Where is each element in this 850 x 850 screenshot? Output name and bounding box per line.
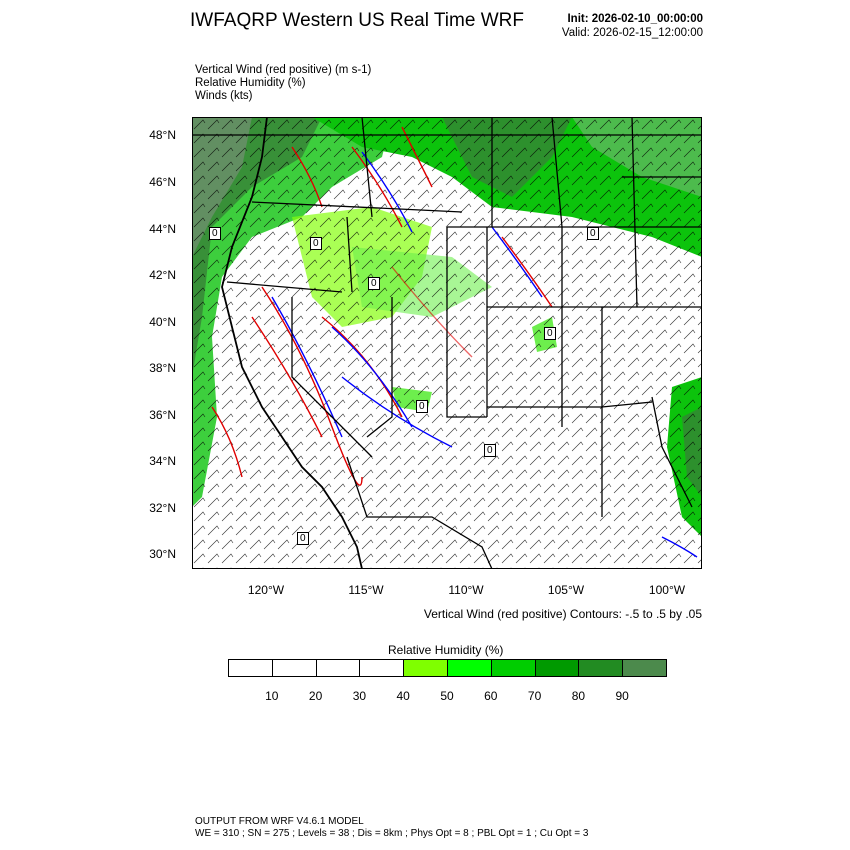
field-label-vertical-wind: Vertical Wind (red positive) (m s-1): [195, 64, 372, 76]
valid-time: Valid: 2026-02-15_12:00:00: [561, 27, 703, 39]
colorbar-label: 10: [265, 689, 279, 703]
colorbar-bin: [534, 659, 580, 677]
plot-title: IWFAQRP Western US Real Time WRF: [190, 10, 524, 31]
contour-label: 0: [209, 227, 221, 240]
lat-label: 34°N: [149, 454, 176, 468]
colorbar-label: 30: [352, 689, 367, 703]
colorbar-label: 90: [615, 689, 629, 703]
map-panel: 0 0 0 0 0 0 0 0: [192, 117, 702, 569]
contour-label: 0: [484, 444, 496, 457]
colorbar-bin: [271, 659, 317, 677]
colorbar-bin: [578, 659, 624, 677]
model-info: OUTPUT FROM WRF V4.6.1 MODEL: [195, 816, 364, 827]
colorbar-label: 60: [484, 689, 498, 703]
lat-label: 38°N: [149, 361, 176, 375]
model-options: WE = 310 ; SN = 275 ; Levels = 38 ; Dis …: [195, 828, 589, 839]
lat-label: 48°N: [149, 128, 176, 142]
colorbar-bin: [359, 659, 405, 677]
colorbar-title: Relative Humidity (%): [388, 643, 504, 657]
colorbar-label: 70: [527, 689, 542, 703]
contour-caption: Vertical Wind (red positive) Contours: -…: [423, 607, 702, 621]
lat-label: 46°N: [149, 175, 176, 189]
vertical-wind-contours: [211, 126, 698, 558]
weather-map: [192, 117, 702, 569]
contour-label: 0: [368, 277, 380, 290]
colorbar-label: 80: [571, 689, 586, 703]
colorbar-label: 40: [396, 689, 410, 703]
lat-label: 32°N: [149, 501, 176, 515]
lon-label: 105°W: [547, 583, 585, 597]
contour-label: 0: [310, 237, 322, 250]
borders: [192, 117, 702, 569]
contour-label: 0: [544, 327, 556, 340]
lon-label: 115°W: [348, 583, 384, 597]
lat-label: 40°N: [149, 315, 176, 329]
lat-label: 30°N: [149, 547, 176, 561]
contour-label: 0: [297, 532, 309, 545]
field-label-winds: Winds (kts): [195, 90, 253, 102]
field-label-relative-humidity: Relative Humidity (%): [195, 77, 306, 89]
colorbar-bin: [622, 659, 667, 677]
lon-label: 100°W: [648, 583, 686, 597]
coastline: [221, 117, 363, 569]
colorbar-bin: [447, 659, 492, 677]
colorbar-label: 50: [440, 689, 454, 703]
colorbar-label: 20: [308, 689, 323, 703]
colorbar-bin: [315, 659, 361, 677]
init-time: Init: 2026-02-10_00:00:00: [567, 13, 703, 25]
lat-label: 42°N: [149, 268, 176, 282]
contour-label: 0: [416, 400, 428, 413]
lat-label: 44°N: [149, 222, 176, 236]
contour-label: 0: [587, 227, 599, 240]
colorbar-bin: [228, 659, 273, 677]
lon-label: 110°W: [448, 583, 484, 597]
lat-label: 36°N: [149, 408, 176, 422]
lon-label: 120°W: [247, 583, 285, 597]
colorbar-bin: [403, 659, 448, 677]
colorbar-bin: [490, 659, 536, 677]
